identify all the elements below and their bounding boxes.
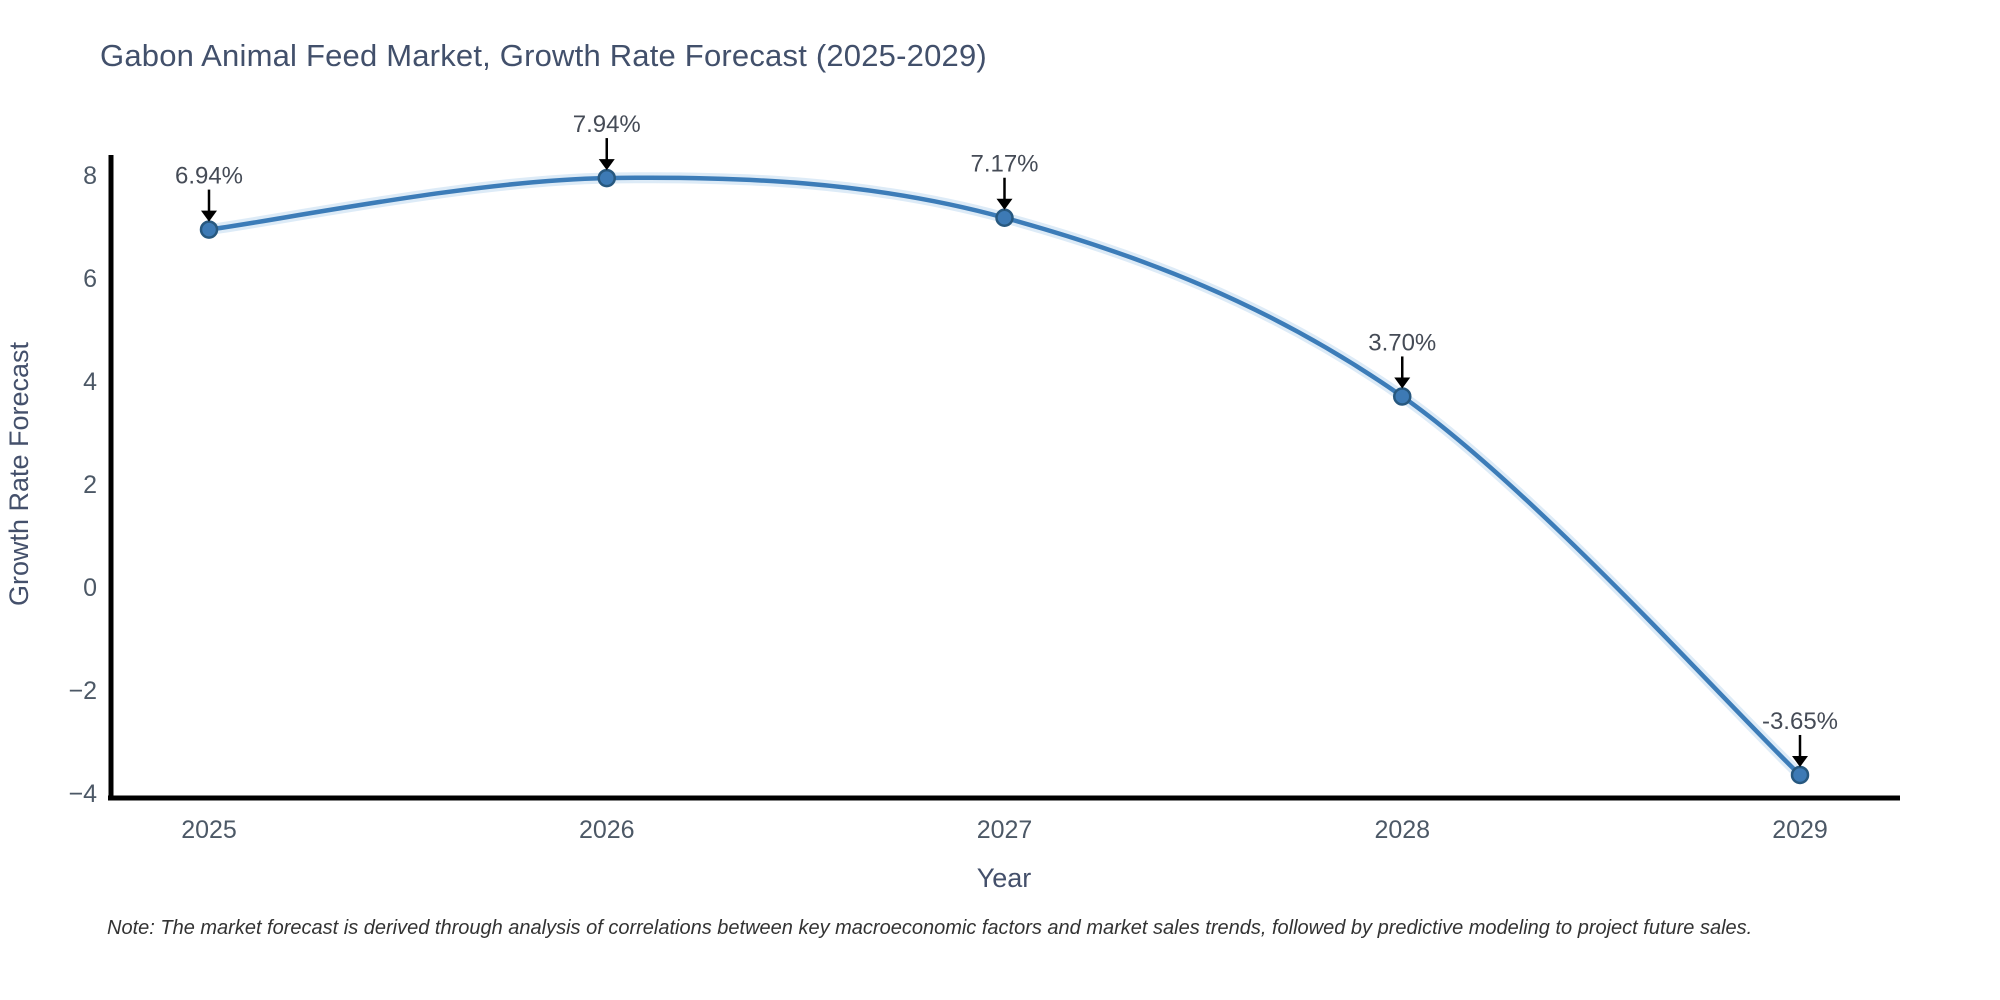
y-axis-title: Growth Rate Forecast — [4, 341, 34, 606]
y-tick-label: −4 — [68, 780, 97, 808]
chart-title: Gabon Animal Feed Market, Growth Rate Fo… — [100, 38, 987, 73]
y-tick-label: −2 — [68, 677, 97, 705]
data-point-label: 7.94% — [573, 111, 641, 138]
forecast-line — [206, 175, 1803, 778]
x-tick-label: 2029 — [1772, 816, 1828, 844]
y-tick-label: 4 — [83, 368, 97, 396]
x-tick-label: 2026 — [579, 816, 635, 844]
annotation-arrow-head — [598, 159, 615, 171]
annotation-arrow-head — [1792, 755, 1808, 767]
data-point-label: 3.70% — [1368, 329, 1436, 356]
y-tick-label: 0 — [83, 574, 97, 602]
data-point-marker — [199, 220, 219, 239]
forecast-line-halo — [203, 172, 1806, 781]
annotation-arrow-head — [201, 210, 217, 222]
annotation-arrow-head — [996, 198, 1013, 210]
y-tick-label: 6 — [83, 265, 97, 293]
data-point-label: -3.65% — [1762, 708, 1838, 735]
data-point-label: 6.94% — [175, 163, 243, 190]
data-point-marker — [995, 208, 1014, 227]
data-point-marker — [1790, 765, 1810, 785]
data-point-marker — [597, 168, 616, 188]
data-point-label: 7.17% — [970, 151, 1038, 178]
x-tick-label: 2028 — [1374, 816, 1430, 844]
x-tick-label: 2027 — [977, 816, 1033, 844]
annotation-arrow-head — [1394, 377, 1411, 389]
note-text: Note: The market forecast is derived thr… — [107, 917, 1753, 939]
y-tick-label: 8 — [83, 162, 97, 190]
x-tick-label: 2025 — [181, 816, 237, 844]
y-tick-label: 2 — [83, 471, 97, 499]
data-point-marker — [1393, 387, 1412, 406]
x-axis-title: Year — [977, 863, 1032, 893]
